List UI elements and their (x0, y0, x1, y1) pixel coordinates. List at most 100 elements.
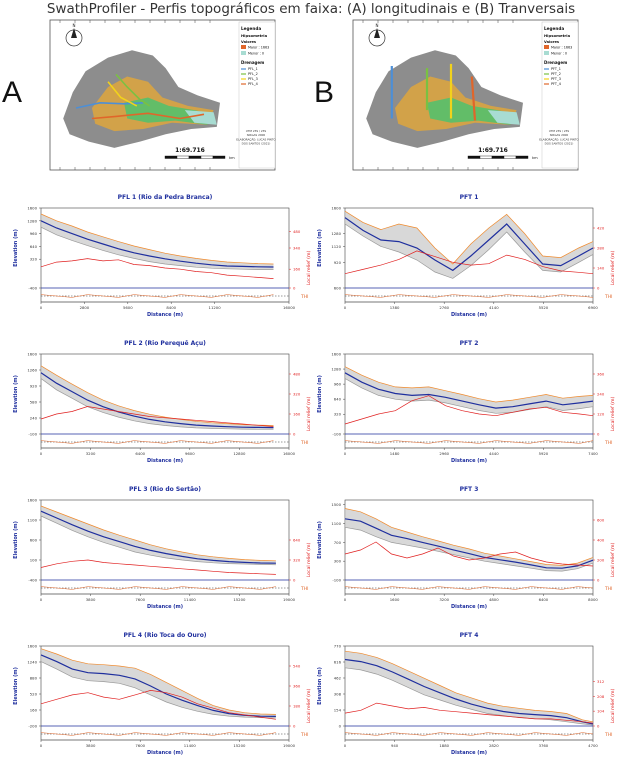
legend-low: Menor : 0 (551, 52, 567, 56)
y-axis-label: Elevation (m) (317, 375, 323, 413)
y-tick-label: 320 (30, 257, 38, 262)
thi-curve (344, 440, 594, 444)
y2-tick-label: 160 (293, 412, 301, 417)
y-tick-label: 462 (334, 676, 342, 681)
y2-tick-label: 280 (597, 246, 605, 251)
legend-title: Legenda (544, 26, 564, 31)
legend-values: Valores (241, 40, 256, 44)
x-tick-label: 6900 (588, 305, 598, 310)
y-tick-label: 1600 (27, 206, 37, 211)
x-axis-label: Distance (m) (147, 750, 183, 756)
series-max (344, 210, 594, 265)
y-tick-label: -200 (28, 724, 37, 729)
north-arrow-letter: N (376, 23, 379, 28)
swath-band (345, 366, 593, 414)
y2-tick-label: 0 (597, 578, 600, 583)
y2-axis-label: Local relief (m) (610, 397, 616, 432)
x-tick-label: 3200 (86, 451, 96, 456)
series-min (40, 226, 274, 270)
x-axis-label: Distance (m) (147, 312, 183, 318)
y-tick-label: 960 (334, 382, 342, 387)
series-relief (40, 559, 276, 575)
y2-tick-label: 160 (293, 267, 301, 272)
chart-6: PFT 3 THI -100 300 700 1100 1500 0 200 400 600 0 160… (317, 486, 616, 610)
chart-title: PFL 1 (Rio da Pedra Branca) (118, 194, 213, 201)
chart-title: PFL 4 (Rio Toca do Ouro) (123, 632, 206, 639)
thi-label: THI (604, 732, 612, 738)
y2-tick-label: 0 (293, 724, 296, 729)
x-tick-label: 16000 (283, 451, 296, 456)
profile-line-2 (115, 73, 151, 107)
y-tick-label: 580 (30, 400, 38, 405)
y-tick-label: 1100 (27, 518, 37, 523)
series-min (344, 223, 594, 279)
y-tick-label: 960 (30, 231, 38, 236)
thi-curve (344, 294, 594, 298)
x-axis-label: Distance (m) (451, 604, 487, 610)
legend-swatch-high (241, 45, 246, 49)
x-tick-label: 2960 (439, 451, 449, 456)
series-mean (40, 372, 274, 429)
thi-curve (40, 586, 276, 590)
series-mean (344, 372, 594, 409)
legend-item-label: PFL_1 (248, 67, 258, 71)
series-relief (344, 395, 594, 425)
map-scale-text: 1:69.716 (478, 147, 508, 154)
y2-axis-label: Local relief (m) (306, 689, 312, 724)
y-tick-label: 154 (334, 708, 342, 713)
y2-tick-label: 360 (293, 684, 301, 689)
chart-7: PFL 4 (Rio Toca do Ouro) THI -200 160 520 880… (13, 632, 312, 756)
x-tick-label: 940 (391, 743, 399, 748)
x-tick-label: 5920 (539, 451, 549, 456)
x-tick-label: 3800 (86, 743, 96, 748)
chart-title: PFT 1 (460, 194, 479, 201)
x-tick-label: 4800 (489, 597, 499, 602)
x-tick-label: 15200 (233, 743, 246, 748)
legend-low: Menor : 0 (248, 52, 264, 56)
chart-1: PFL 1 (Rio da Pedra Branca) THI -400 320 640… (13, 194, 312, 318)
y2-tick-label: 340 (293, 246, 301, 251)
series-mean (40, 510, 276, 564)
map-a: N Legenda Hipsometria Valores Maior : 1663 Me… (49, 19, 276, 171)
series-max (40, 505, 276, 562)
scale-bar-segment (467, 155, 481, 159)
profile-line-3 (107, 81, 138, 107)
x-axis-label: Distance (m) (147, 458, 183, 464)
y2-tick-label: 240 (597, 392, 605, 397)
x-tick-label: 3800 (86, 597, 96, 602)
legend-high: Maior : 1663 (248, 46, 269, 50)
thi-curve (40, 732, 276, 736)
x-tick-label: 6400 (539, 597, 549, 602)
x-tick-label: 4140 (489, 305, 499, 310)
map-footer-line: SIRGAS 2000 (550, 133, 569, 137)
page-title: SwathProfiler - Perfis topográficos em f… (46, 1, 576, 17)
legend-group: Drenagem (241, 60, 264, 65)
series-mean (40, 220, 274, 268)
x-tick-label: 19000 (283, 597, 296, 602)
y-axis-label: Elevation (m) (13, 375, 19, 413)
y-tick-label: 1600 (27, 498, 37, 503)
series-min (40, 378, 274, 430)
chart-title: PFT 2 (460, 340, 479, 347)
x-tick-label: 3200 (439, 597, 449, 602)
thi-curve (40, 294, 274, 298)
y-tick-label: 1120 (331, 244, 341, 249)
map-footer-line: DOS SANTOS (2021) (545, 142, 574, 146)
map-scale-unit: km (532, 156, 538, 160)
series-max (40, 648, 276, 715)
scale-bar-segment (164, 155, 178, 159)
x-tick-label: 1600 (390, 597, 400, 602)
x-tick-label: 4440 (489, 451, 499, 456)
legend-title: Legenda (241, 26, 261, 31)
series-max (344, 508, 594, 566)
x-tick-label: 12800 (233, 451, 246, 456)
map-footer-line: UTM 23S / 23S (246, 129, 267, 133)
thi-label: THI (604, 440, 612, 446)
y-tick-label: 600 (334, 286, 342, 291)
x-axis-label: Distance (m) (147, 604, 183, 610)
y-tick-label: 240 (30, 416, 38, 421)
y-tick-label: 0 (339, 724, 342, 729)
y-tick-label: 1280 (331, 367, 341, 372)
y-tick-label: 880 (30, 676, 38, 681)
